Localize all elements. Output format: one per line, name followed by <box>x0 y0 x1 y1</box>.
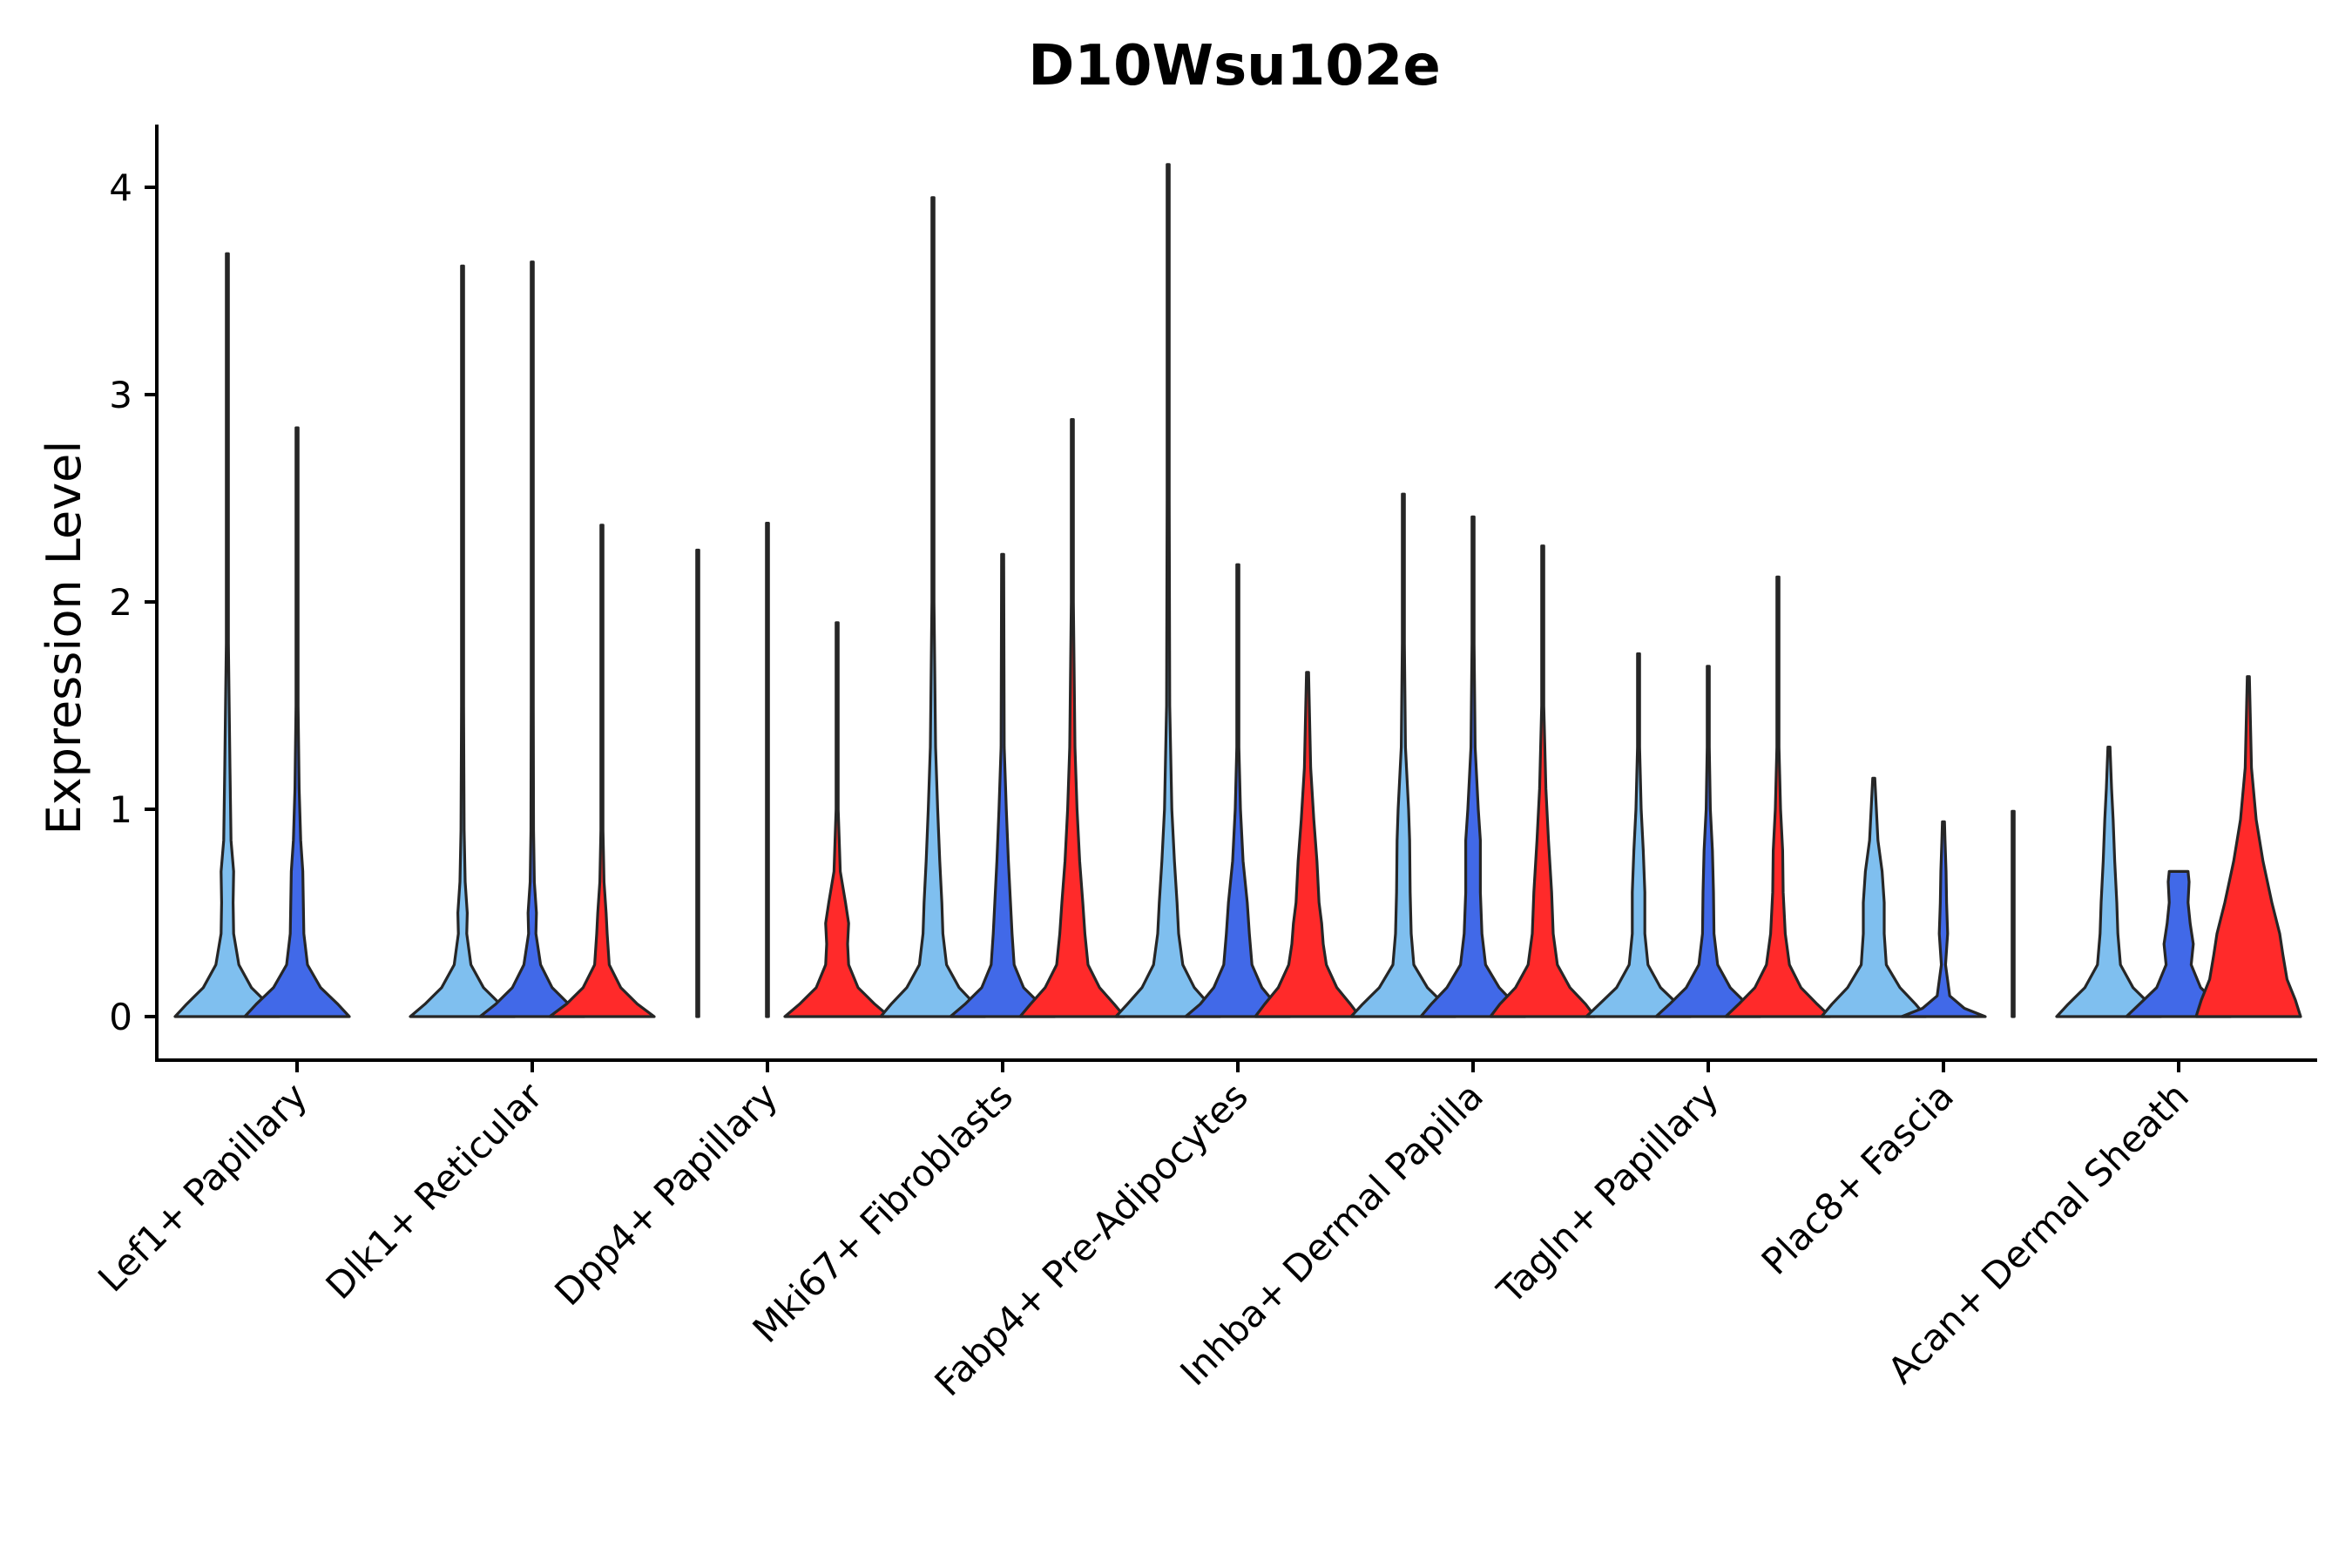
y-tick-label-1: 1 <box>109 788 132 831</box>
violin-8-1 <box>2125 869 2233 1018</box>
violin-0-0 <box>173 252 281 1018</box>
violin-3-1 <box>949 552 1057 1018</box>
violin-2-1 <box>765 522 770 1018</box>
violin-6-1 <box>1654 665 1762 1018</box>
violin-1-1 <box>478 260 586 1018</box>
y-tick-label-3: 3 <box>109 374 132 416</box>
violin-2-0 <box>695 548 700 1018</box>
violin-4-2 <box>1254 671 1362 1018</box>
violin-5-1 <box>1419 515 1527 1018</box>
violin-0-1 <box>243 426 351 1018</box>
violin-5-0 <box>1349 492 1457 1018</box>
violin-3-2 <box>1018 418 1126 1018</box>
violin-4-0 <box>1114 163 1222 1018</box>
y-tick-label-0: 0 <box>109 996 132 1038</box>
y-axis-label: Expression Level <box>37 441 91 835</box>
violin-8-0 <box>2055 746 2163 1018</box>
violin-8-2 <box>2194 675 2302 1018</box>
violin-3-0 <box>879 196 987 1018</box>
violins-layer <box>173 163 2302 1018</box>
chart-title: D10Wsu102e <box>1028 34 1440 98</box>
y-tick-label-2: 2 <box>109 581 132 624</box>
violin-4-1 <box>1184 563 1292 1018</box>
violin-1-2 <box>548 524 656 1018</box>
violin-7-2 <box>2011 809 2016 1018</box>
violin-7-0 <box>1820 776 1928 1018</box>
violin-2-2 <box>783 621 891 1018</box>
violin-7-1 <box>1900 820 1987 1018</box>
violin-5-2 <box>1489 544 1597 1018</box>
violin-1-0 <box>409 264 517 1018</box>
violin-6-2 <box>1724 575 1832 1018</box>
violin-6-0 <box>1585 652 1693 1018</box>
y-tick-label-4: 4 <box>109 166 132 209</box>
